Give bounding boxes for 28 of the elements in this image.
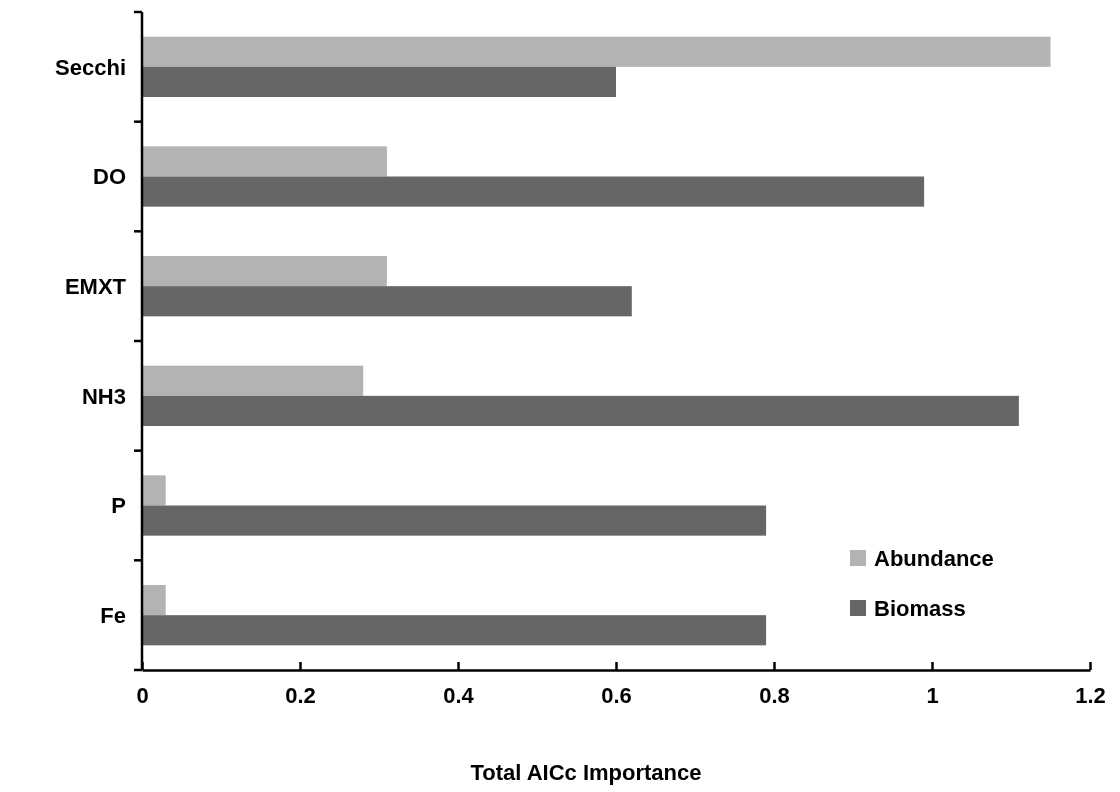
legend-label: Abundance <box>874 545 994 571</box>
x-tick-label: 0.8 <box>759 683 790 708</box>
bar <box>142 176 925 207</box>
bar <box>142 505 767 536</box>
bar <box>142 286 632 317</box>
bar <box>142 146 387 177</box>
x-tick-label: 1.2 <box>1075 683 1106 708</box>
bar <box>142 36 1051 67</box>
y-tick-label: Fe <box>100 602 126 628</box>
bar <box>142 365 364 396</box>
y-tick-label: EMXT <box>64 273 127 299</box>
x-axis-title: Total AICc Importance <box>470 760 702 785</box>
x-tick-label: 0 <box>136 683 149 708</box>
y-tick-label: DO <box>93 164 126 190</box>
y-tick-label: NH3 <box>81 383 126 409</box>
x-tick-label: 0.2 <box>285 683 316 708</box>
y-tick-label: P <box>111 493 126 519</box>
legend-label: Biomass <box>874 595 966 621</box>
x-tick-label: 1 <box>926 683 939 708</box>
bar <box>142 66 616 97</box>
x-tick-label: 0.6 <box>601 683 632 708</box>
bar <box>142 585 166 616</box>
bar <box>142 615 767 646</box>
bar <box>142 475 166 506</box>
bar <box>142 256 387 287</box>
bar <box>142 395 1019 426</box>
y-tick-label: Secchi <box>55 54 126 80</box>
x-tick-label: 0.4 <box>443 683 475 708</box>
